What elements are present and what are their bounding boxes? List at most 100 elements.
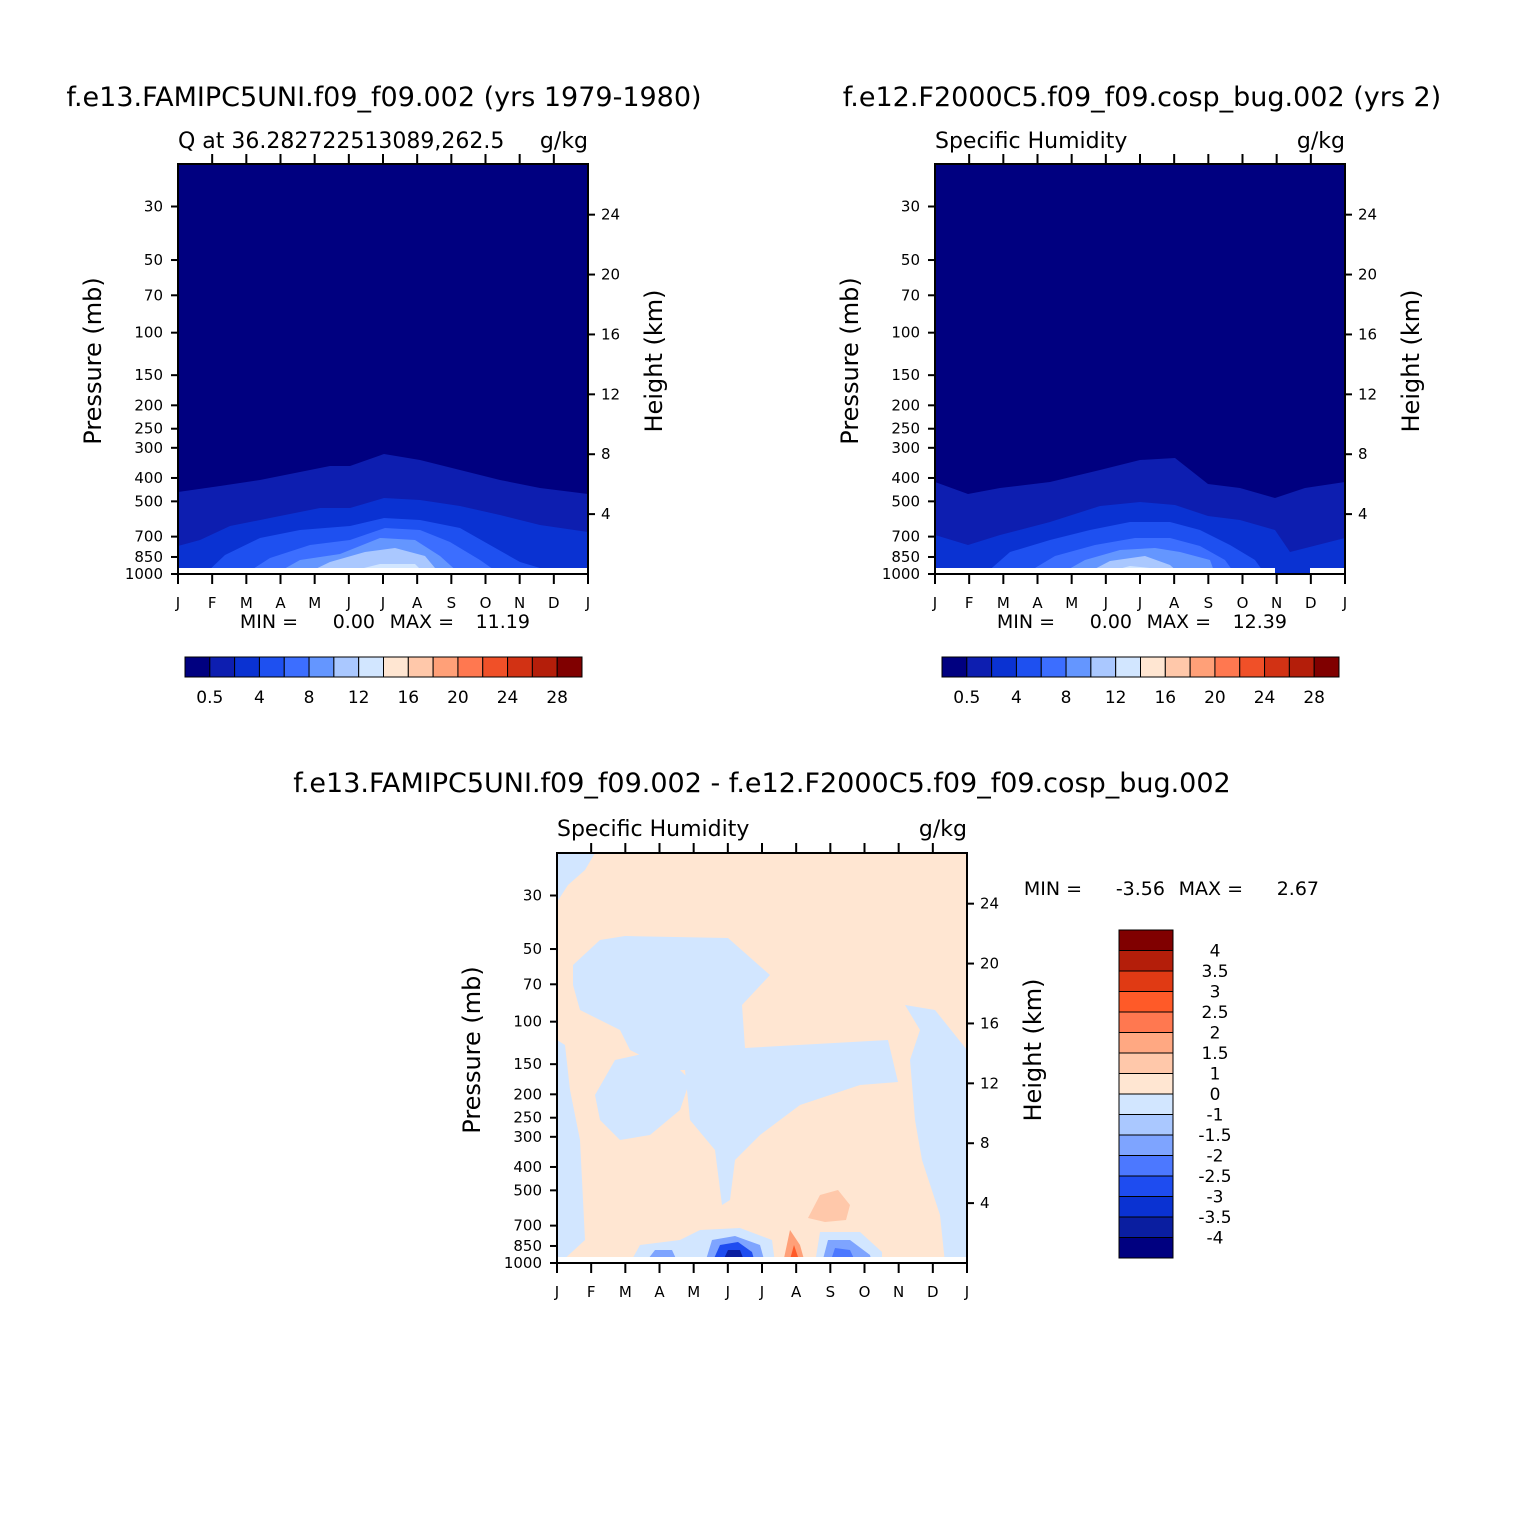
pressure-tick-label: 700 [134,528,163,546]
pressure-tick-label: 100 [513,1013,542,1031]
panel-header: f.e12.F2000C5.f09_f09.cosp_bug.002 (yrs … [843,82,1441,113]
colorbar-swatch [1118,1196,1174,1218]
y2-axis-label: Height (km) [1019,979,1047,1122]
colorbar-swatch [1118,1093,1174,1115]
height-tick-label: 4 [601,505,611,523]
height-tick-label: 12 [601,385,620,403]
y-axis-label: Pressure (mb) [79,277,107,444]
colorbar-swatch [1164,656,1191,678]
missing-data-band [1310,568,1345,573]
panel-subtitle: Specific Humidity [935,129,1127,154]
month-tick-label: D [927,1283,939,1301]
missing-data-band [935,568,1275,573]
pressure-tick-label: 300 [891,439,920,457]
month-tick-label: M [308,594,321,612]
colorbar-label: 16 [1154,688,1176,708]
pressure-tick-label: 150 [891,366,920,384]
month-tick-label: O [1237,594,1249,612]
colorbar-swatch [1118,1032,1174,1054]
colorbar-swatch [407,656,434,678]
min-value: -3.56 [1116,878,1165,900]
colorbar-swatch [358,656,384,678]
contour-band-negative-0-to-1 [905,1005,967,1263]
colorbar-swatch [333,656,360,678]
y-axis-label: Pressure (mb) [458,966,486,1133]
height-tick-label: 24 [601,206,620,224]
colorbar-label: 12 [1105,688,1127,708]
colorbar-swatch [457,656,484,678]
pressure-tick-label: 70 [144,286,163,304]
colorbar-swatch [1118,991,1174,1013]
pressure-tick-label: 50 [901,251,920,269]
contour-plot [177,163,589,575]
month-tick-label: J [175,594,180,612]
month-tick-label: O [480,594,492,612]
colorbar-label: 24 [497,688,519,708]
height-tick-label: 8 [601,445,611,463]
month-tick-label: M [619,1283,632,1301]
pressure-tick-label: 200 [891,396,920,414]
colorbar-swatch [1040,656,1067,678]
pressure-tick-label: 300 [134,439,163,457]
colorbar-label: 0 [1210,1085,1221,1105]
colorbar-label: -1.5 [1198,1126,1231,1146]
pressure-tick-label: 200 [513,1085,542,1103]
contour-band-positive [808,1190,850,1222]
colorbar-label: 16 [397,688,419,708]
colorbar-swatch [1118,1216,1174,1238]
pressure-tick-label: 100 [891,324,920,342]
colorbar-swatch [531,656,558,678]
pressure-tick-label: 250 [513,1109,542,1127]
colorbar-swatch [234,656,260,678]
pressure-tick-label: 200 [134,396,163,414]
colorbar-swatch [184,656,211,678]
colorbar-swatch [507,656,533,678]
month-tick-label: J [554,1283,559,1301]
height-tick-label: 20 [1358,266,1377,284]
month-tick-label: J [585,594,590,612]
colorbar-swatch [966,656,993,678]
month-tick-label: J [932,594,937,612]
pressure-tick-label: 1000 [125,565,163,583]
pressure-tick-label: 70 [901,286,920,304]
month-tick-label: J [346,594,351,612]
pressure-tick-label: 300 [513,1128,542,1146]
colorbar-label: 8 [304,688,315,708]
panel-subtitle: Q at 36.282722513089,262.5 [178,129,504,154]
colorbar-label: 20 [447,688,469,708]
panel-units: g/kg [540,129,588,154]
colorbar-label: 4 [254,688,265,708]
colorbar-label: 1 [1210,1065,1221,1085]
colorbar-label: -3.5 [1198,1208,1231,1228]
pressure-tick-label: 400 [134,469,163,487]
colorbar-swatch [1189,656,1216,678]
pressure-tick-label: 30 [144,197,163,215]
month-tick-label: S [1204,594,1214,612]
pressure-tick-label: 250 [134,420,163,438]
colorbar-label: 4 [1210,942,1221,962]
colorbar-label: 8 [1061,688,1072,708]
month-tick-label: J [964,1283,969,1301]
contour-band-negative-0-to-1 [573,936,898,1205]
colorbar-swatch [1118,1175,1174,1197]
pressure-tick-label: 250 [891,420,920,438]
colorbar-swatch [1118,970,1174,992]
pressure-tick-label: 850 [134,548,163,566]
pressure-tick-label: 30 [901,197,920,215]
month-tick-label: A [275,594,286,612]
colorbar-swatch [1118,1052,1174,1074]
colorbar: 43.532.521.510-1-1.5-2-2.5-3-3.5-4 [1118,929,1232,1259]
colorbar-label: 3.5 [1201,962,1228,982]
colorbar-swatch [1090,656,1117,678]
month-tick-label: F [965,594,974,612]
pressure-tick-label: 850 [513,1237,542,1255]
month-tick-label: N [1271,594,1282,612]
height-tick-label: 4 [980,1194,990,1212]
month-tick-label: O [859,1283,871,1301]
panel-case1: f.e13.FAMIPC5UNI.f09_f09.002 (yrs 1979-1… [66,82,701,708]
colorbar-swatch [991,656,1017,678]
colorbar-swatch [1239,656,1266,678]
colorbar-label: -2.5 [1198,1167,1231,1187]
contour-band-negative-0-to-1 [595,1050,690,1140]
